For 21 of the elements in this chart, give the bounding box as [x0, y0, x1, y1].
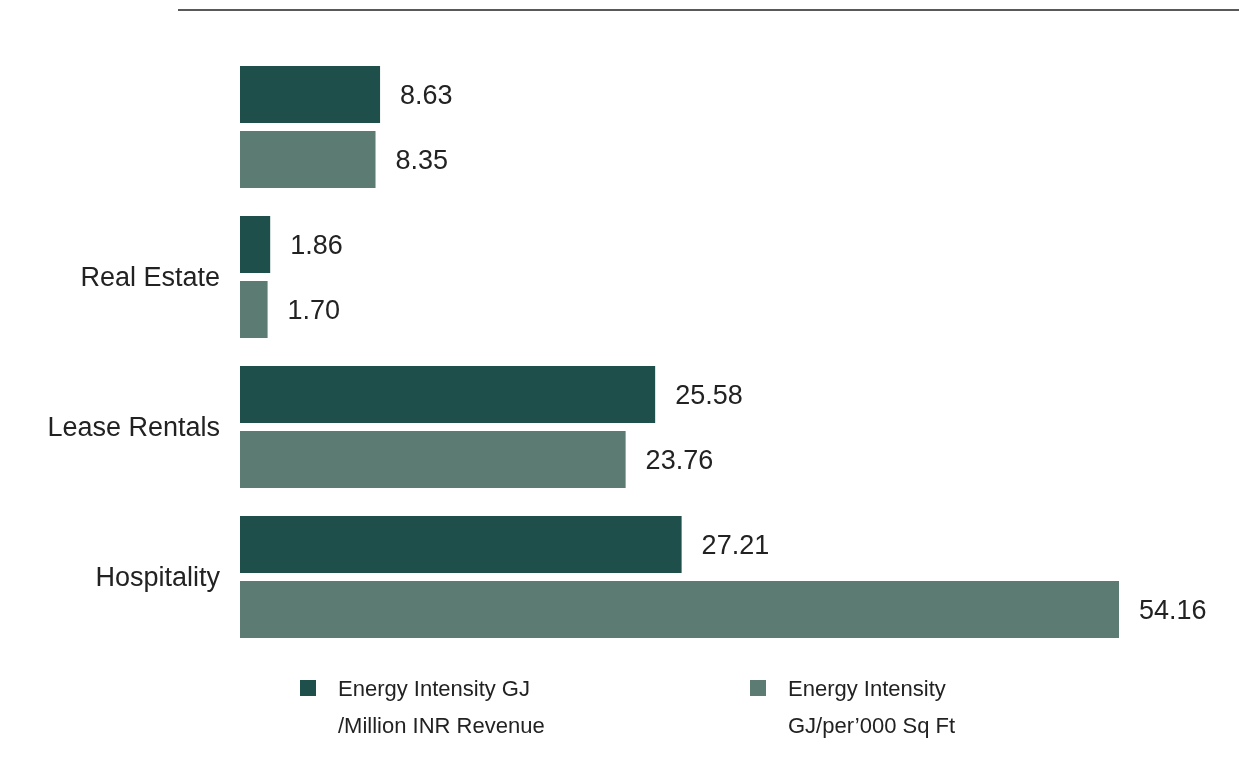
- data-label: 27.21: [701, 529, 770, 560]
- data-label: 23.76: [645, 444, 714, 475]
- bar: [240, 131, 376, 188]
- bar: [240, 66, 381, 123]
- y-tick-label: Hospitality: [95, 562, 221, 592]
- bar: [240, 431, 626, 488]
- data-label: 54.16: [1139, 594, 1207, 625]
- legend-label: Energy Intensity GJ /Million INR Revenue: [338, 675, 545, 738]
- legend-label: Energy Intensity GJ/per’000 Sq Ft: [788, 675, 956, 738]
- bar: [240, 366, 656, 423]
- y-tick-label: Real Estate: [80, 262, 220, 292]
- data-label: 25.58: [675, 379, 743, 410]
- bar: [240, 581, 1119, 638]
- bar: [240, 516, 682, 573]
- data-label: 8.63: [400, 79, 453, 110]
- data-label: 1.70: [287, 294, 341, 325]
- bar: [240, 281, 268, 338]
- bar: [240, 216, 271, 273]
- y-tick-label: Lease Rentals: [47, 412, 220, 442]
- data-label: 8.35: [395, 144, 449, 175]
- data-label: 1.86: [290, 229, 343, 260]
